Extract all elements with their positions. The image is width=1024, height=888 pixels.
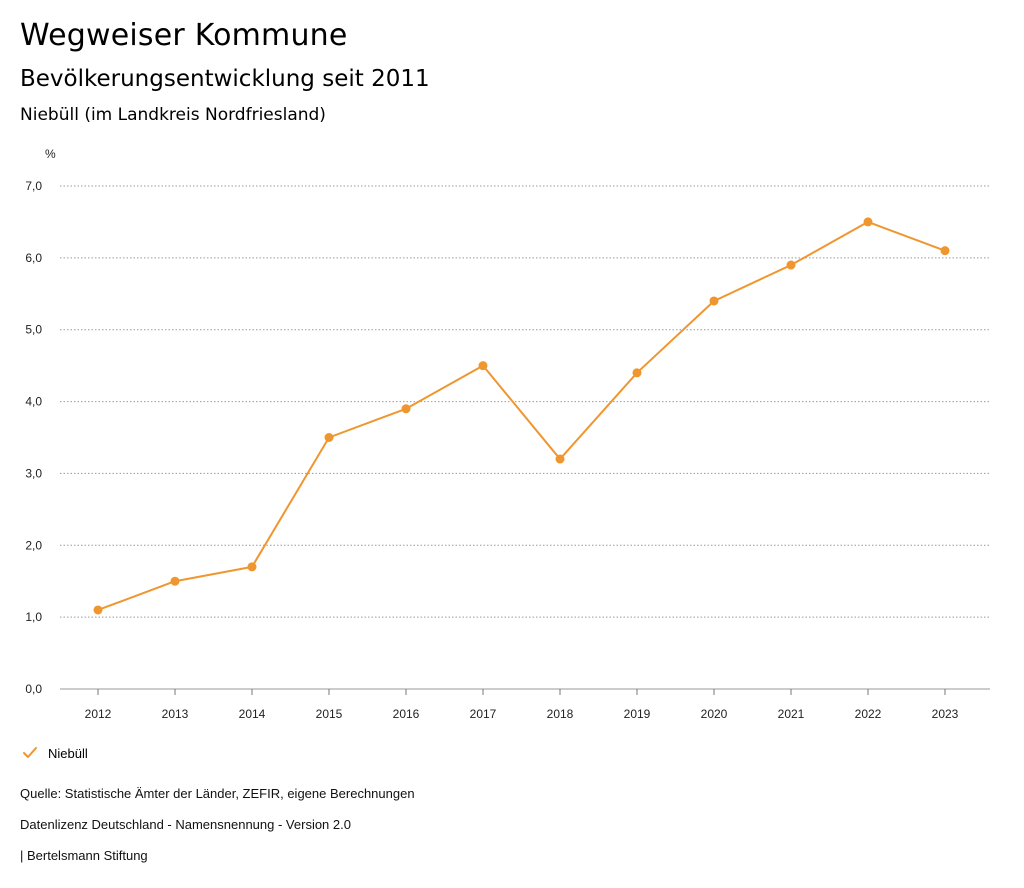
- data-point[interactable]: [170, 576, 180, 586]
- page-title: Wegweiser Kommune: [20, 18, 348, 53]
- x-tick-label: 2014: [239, 707, 266, 721]
- source-note: Quelle: Statistische Ämter der Länder, Z…: [20, 786, 415, 801]
- x-tick-label: 2021: [778, 707, 805, 721]
- data-point[interactable]: [478, 361, 488, 371]
- y-tick-label: 6,0: [25, 251, 42, 265]
- data-point[interactable]: [401, 404, 411, 414]
- data-point[interactable]: [555, 454, 565, 464]
- y-tick-label: 3,0: [25, 466, 42, 480]
- x-axis-ticks: 2012 2013 2014 2015 2016 2017 2018 2019 2020 2021…: [85, 689, 959, 721]
- x-tick-label: 2012: [85, 707, 112, 721]
- legend[interactable]: Niebüll: [22, 745, 88, 761]
- chart-subtitle: Bevölkerungsentwicklung seit 2011: [20, 66, 430, 92]
- x-tick-label: 2023: [932, 707, 959, 721]
- line-chart: 0,01,02,03,04,05,06,07,0 2012 2013 2014 201…: [25, 147, 990, 721]
- x-tick-label: 2018: [547, 707, 574, 721]
- x-tick-label: 2013: [162, 707, 189, 721]
- x-tick-label: 2022: [855, 707, 882, 721]
- data-point[interactable]: [786, 260, 796, 270]
- publisher-note: | Bertelsmann Stiftung: [20, 848, 148, 863]
- data-point[interactable]: [940, 246, 950, 256]
- y-tick-label: 0,0: [25, 682, 42, 696]
- x-tick-label: 2019: [624, 707, 651, 721]
- data-point[interactable]: [247, 562, 257, 572]
- region-label: Niebüll (im Landkreis Nordfriesland): [20, 105, 326, 125]
- y-tick-label: 4,0: [25, 395, 42, 409]
- grid-lines: [60, 185, 990, 690]
- data-point[interactable]: [863, 217, 873, 227]
- y-tick-label: 2,0: [25, 538, 42, 552]
- y-tick-label: 7,0: [25, 179, 42, 193]
- legend-check-icon: [23, 747, 37, 758]
- data-point[interactable]: [709, 296, 719, 306]
- y-axis-unit: %: [45, 147, 56, 161]
- y-axis-ticks: 0,0 1,0 2,0 3,0 4,0 5,0 6,0 7,0: [25, 179, 42, 696]
- y-tick-label: 1,0: [25, 610, 42, 624]
- data-point[interactable]: [324, 433, 334, 442]
- license-note: Datenlizenz Deutschland - Namensnennung …: [20, 817, 351, 832]
- x-tick-label: 2020: [701, 707, 728, 721]
- data-point[interactable]: [632, 368, 642, 378]
- series-niebuell: [93, 217, 950, 615]
- y-tick-label: 5,0: [25, 323, 42, 337]
- legend-label: Niebüll: [48, 745, 88, 761]
- data-point[interactable]: [93, 605, 103, 615]
- series-line: [97, 220, 946, 611]
- x-tick-label: 2016: [393, 707, 420, 721]
- x-tick-label: 2015: [316, 707, 343, 721]
- x-tick-label: 2017: [470, 707, 497, 721]
